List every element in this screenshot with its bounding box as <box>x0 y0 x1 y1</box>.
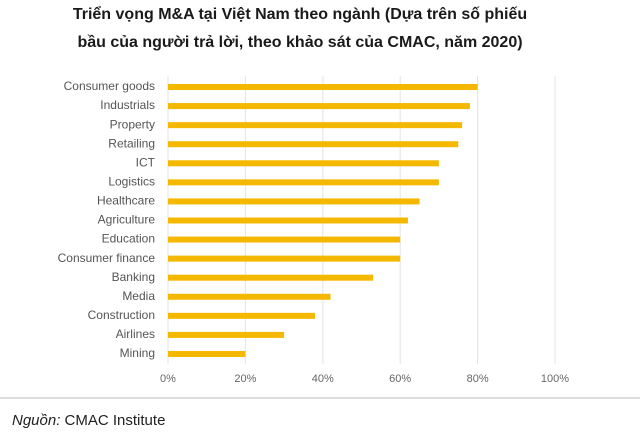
y-tick-label: ICT <box>136 155 156 169</box>
y-tick-label: Media <box>122 289 155 303</box>
bar <box>168 331 285 338</box>
y-tick-label: Logistics <box>108 175 155 189</box>
y-tick-label: Industrials <box>100 98 155 112</box>
y-tick-label: Airlines <box>116 327 155 341</box>
y-tick-label: Education <box>102 232 155 246</box>
bar <box>168 236 401 243</box>
bar <box>168 274 374 281</box>
y-tick-label: Retailing <box>108 136 155 150</box>
bar <box>168 198 420 205</box>
source-text: CMAC Institute <box>65 412 166 429</box>
y-tick-label: Agriculture <box>98 213 156 227</box>
bar <box>168 350 246 357</box>
bar <box>168 217 408 224</box>
bar <box>168 255 401 262</box>
bar <box>168 84 478 90</box>
source-label: Nguồn: <box>12 412 60 429</box>
chart-title: bầu của người trả lời, theo khảo sát của… <box>77 34 522 51</box>
y-tick-label: Construction <box>88 308 155 322</box>
x-tick-label: 100% <box>541 373 569 385</box>
bar <box>168 103 470 110</box>
y-tick-label: Property <box>110 117 155 131</box>
y-tick-label: Banking <box>112 270 155 284</box>
x-tick-label: 60% <box>389 373 411 385</box>
x-tick-label: 80% <box>467 373 489 385</box>
bar <box>168 122 463 129</box>
source: Nguồn: CMAC Institute <box>12 412 165 429</box>
x-tick-label: 0% <box>160 373 176 385</box>
bar <box>168 160 439 167</box>
x-tick-label: 20% <box>234 373 256 385</box>
y-tick-label: Healthcare <box>97 194 155 208</box>
y-tick-label: Consumer goods <box>64 79 155 93</box>
chart-title: Triển vọng M&A tại Việt Nam theo ngành (… <box>73 5 527 23</box>
y-tick-label: Mining <box>120 346 155 360</box>
x-tick-label: 40% <box>312 373 334 385</box>
bar <box>168 293 331 300</box>
bar <box>168 179 439 186</box>
y-tick-label: Consumer finance <box>58 251 156 265</box>
bar <box>168 312 316 319</box>
bar <box>168 141 459 148</box>
